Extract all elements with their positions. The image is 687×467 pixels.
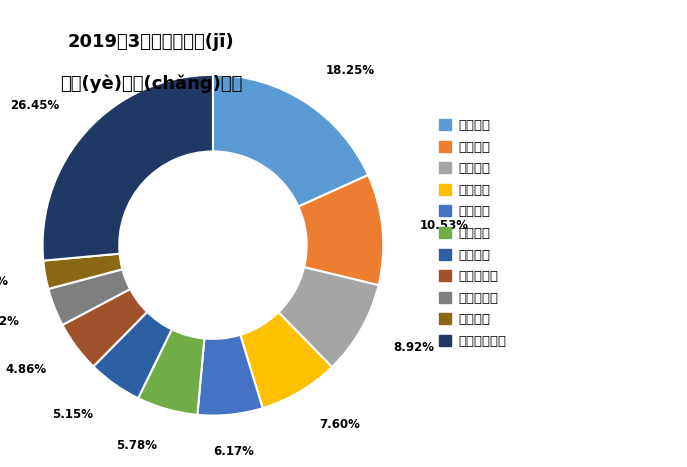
Text: 2019年3月多缸柴油機(jī): 2019年3月多缸柴油機(jī) <box>68 33 234 51</box>
Text: 企業(yè)市場(chǎng)分布: 企業(yè)市場(chǎng)分布 <box>60 75 243 93</box>
Wedge shape <box>298 175 383 285</box>
Wedge shape <box>197 335 262 416</box>
Text: 18.25%: 18.25% <box>326 64 375 77</box>
Text: 7.60%: 7.60% <box>319 417 360 431</box>
Wedge shape <box>48 269 130 325</box>
Legend: 潍柴控股, 玉柴集团, 云内动力, 安徽全柴, 浙江新柴, 一汽锡柴, 江铃控股, 福田康明斯, 东风康明斯, 重汽本部, 其他企业合计: 潍柴控股, 玉柴集团, 云内动力, 安徽全柴, 浙江新柴, 一汽锡柴, 江铃控股… <box>440 119 506 348</box>
Wedge shape <box>43 254 122 289</box>
Text: 5.78%: 5.78% <box>116 439 157 452</box>
Text: 10.53%: 10.53% <box>420 219 469 232</box>
Wedge shape <box>93 312 172 398</box>
Wedge shape <box>240 312 332 408</box>
Text: 6.17%: 6.17% <box>214 446 255 459</box>
Text: 3.62%: 3.62% <box>0 314 19 327</box>
Wedge shape <box>278 267 379 367</box>
Text: 2.69%: 2.69% <box>0 275 8 288</box>
Wedge shape <box>138 329 205 415</box>
Wedge shape <box>63 289 147 367</box>
Text: 8.92%: 8.92% <box>394 341 435 354</box>
Text: 26.45%: 26.45% <box>10 99 60 112</box>
Text: 5.15%: 5.15% <box>52 408 93 421</box>
Wedge shape <box>213 75 368 206</box>
Text: 4.86%: 4.86% <box>5 363 46 376</box>
Wedge shape <box>43 75 213 261</box>
